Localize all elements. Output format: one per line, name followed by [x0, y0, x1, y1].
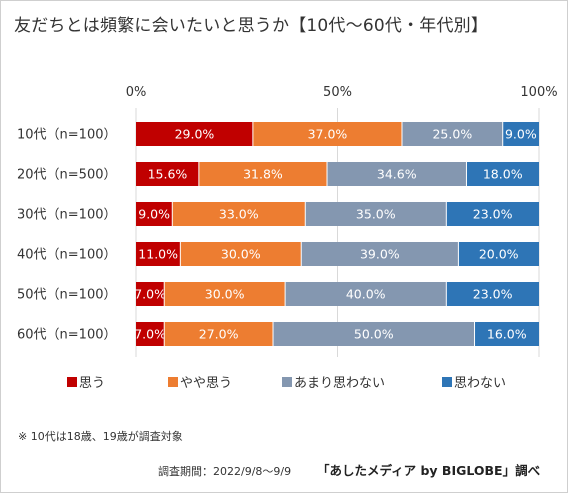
source-credit: 「あしたメディア by BIGLOBE」調べ — [317, 463, 541, 478]
data-label: 34.6% — [377, 167, 417, 182]
category-label: 60代（n=100） — [17, 328, 117, 343]
bar-segment — [136, 162, 199, 186]
bar-segment — [198, 162, 328, 186]
bar-segment — [273, 322, 475, 346]
data-label: 16.0% — [487, 327, 527, 342]
data-label: 29.0% — [175, 127, 215, 142]
legend-swatch — [168, 377, 178, 387]
bar-segment — [458, 242, 539, 266]
data-label: 18.0% — [483, 167, 523, 182]
footnote: ※ 10代は18歳、19歳が調査対象 — [18, 430, 183, 443]
bar-segment — [446, 282, 539, 306]
data-label: 9.0% — [505, 127, 537, 142]
category-label: 50代（n=100） — [17, 288, 117, 303]
data-label: 9.0% — [138, 207, 170, 222]
bar-segment — [327, 162, 467, 186]
category-label: 10代（n=100） — [17, 128, 117, 143]
bar-segment — [285, 282, 447, 306]
category-label: 40代（n=100） — [17, 248, 117, 263]
bar-segment — [136, 322, 165, 346]
data-label: 11.0% — [138, 247, 178, 262]
legend-label: 思わない — [454, 376, 506, 391]
bar-segment — [474, 322, 539, 346]
bar-segment — [164, 282, 286, 306]
data-label: 33.0% — [219, 207, 259, 222]
bar-segment — [136, 122, 253, 146]
legend-swatch — [282, 377, 292, 387]
bar-segment — [136, 242, 181, 266]
data-label: 25.0% — [432, 127, 472, 142]
x-tick-label: 0% — [126, 85, 147, 100]
data-label: 37.0% — [308, 127, 348, 142]
bar-segment — [136, 282, 165, 306]
data-label: 30.0% — [205, 287, 245, 302]
x-tick-label: 100% — [520, 85, 557, 100]
data-label: 31.8% — [243, 167, 283, 182]
bar-segment — [401, 122, 503, 146]
data-label: 39.0% — [360, 247, 400, 262]
legend-label: あまり思わない — [294, 376, 385, 391]
data-label: 27.0% — [199, 327, 239, 342]
survey-period: 調査期間：2022/9/8～9/9 — [158, 465, 292, 478]
legend-label: 思う — [79, 376, 105, 391]
data-label: 20.0% — [479, 247, 519, 262]
data-label: 23.0% — [473, 207, 513, 222]
category-label: 30代（n=100） — [17, 208, 117, 223]
bar-segment — [446, 202, 539, 226]
bar-segment — [305, 202, 447, 226]
bar-segment — [164, 322, 274, 346]
data-label: 15.6% — [148, 167, 188, 182]
data-label: 35.0% — [356, 207, 396, 222]
data-label: 23.0% — [473, 287, 513, 302]
bar-segment — [180, 242, 302, 266]
data-label: 7.0% — [134, 327, 166, 342]
data-label: 50.0% — [354, 327, 394, 342]
bar-segment — [172, 202, 306, 226]
data-label: 30.0% — [221, 247, 261, 262]
chart-title: 友だちとは頻繁に会いたいと思うか【10代～60代・年代別】 — [14, 16, 489, 36]
bar-segment — [502, 122, 539, 146]
bar-segment — [136, 202, 173, 226]
bar-segment — [466, 162, 539, 186]
category-label: 20代（n=500） — [17, 168, 117, 183]
data-label: 40.0% — [346, 287, 386, 302]
data-label: 7.0% — [134, 287, 166, 302]
legend-label: やや思う — [180, 376, 232, 391]
bar-segment — [301, 242, 459, 266]
legend-swatch — [442, 377, 452, 387]
x-tick-label: 50% — [323, 85, 352, 100]
legend-swatch — [67, 377, 77, 387]
bar-segment — [252, 122, 402, 146]
stacked-bar-chart: 0% 50% 100% 10代（n=100） 29.0% 37.0% 25.0% 9.0% 20… — [17, 85, 558, 391]
